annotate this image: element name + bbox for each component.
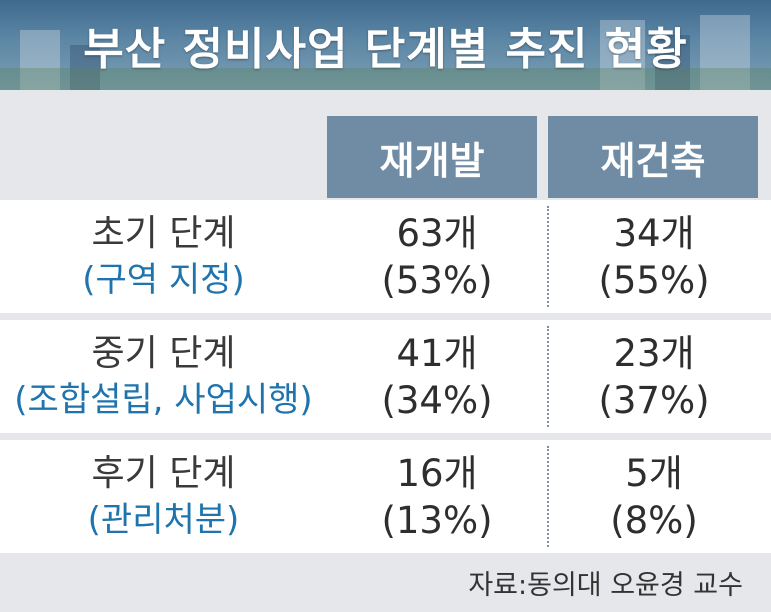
value-cell-reconstruction: 23개 (37%)	[549, 320, 759, 433]
count-value: 34개	[613, 211, 695, 255]
source-note: 자료:동의대 오윤경 교수	[468, 570, 743, 601]
table-row-early: 초기 단계 (구역 지정) 63개 (53%) 34개 (55%)	[0, 200, 771, 313]
stage-label: 중기 단계	[91, 332, 236, 374]
stage-detail: (조합설립, 사업시행)	[14, 379, 313, 420]
count-value: 41개	[396, 331, 478, 375]
percent-value: (55%)	[598, 258, 710, 302]
percent-value: (13%)	[381, 498, 493, 542]
chart-title: 부산 정비사업 단계별 추진 현황	[83, 24, 688, 75]
percent-value: (8%)	[610, 498, 698, 542]
count-value: 23개	[613, 331, 695, 375]
stage-cell: 후기 단계 (관리처분)	[0, 440, 327, 553]
column-header-redevelopment: 재개발	[327, 116, 537, 198]
count-value: 63개	[396, 211, 478, 255]
column-header-reconstruction: 재건축	[548, 116, 758, 198]
column-divider	[547, 326, 549, 427]
stage-cell: 초기 단계 (구역 지정)	[0, 200, 327, 313]
header-banner: 부산 정비사업 단계별 추진 현황	[0, 0, 771, 90]
table-row-late: 후기 단계 (관리처분) 16개 (13%) 5개 (8%)	[0, 440, 771, 553]
percent-value: (53%)	[381, 258, 493, 302]
value-cell-reconstruction: 34개 (55%)	[549, 200, 759, 313]
column-divider	[547, 446, 549, 547]
value-cell-redevelopment: 63개 (53%)	[327, 200, 547, 313]
stage-label: 후기 단계	[91, 452, 236, 494]
value-cell-redevelopment: 41개 (34%)	[327, 320, 547, 433]
column-divider	[547, 206, 549, 307]
percent-value: (37%)	[598, 378, 710, 422]
percent-value: (34%)	[381, 378, 493, 422]
stage-detail: (구역 지정)	[82, 259, 245, 300]
count-value: 16개	[396, 451, 478, 495]
table-row-middle: 중기 단계 (조합설립, 사업시행) 41개 (34%) 23개 (37%)	[0, 320, 771, 433]
stage-detail: (관리처분)	[87, 499, 240, 540]
count-value: 5개	[625, 451, 683, 495]
value-cell-reconstruction: 5개 (8%)	[549, 440, 759, 553]
stage-label: 초기 단계	[91, 212, 236, 254]
value-cell-redevelopment: 16개 (13%)	[327, 440, 547, 553]
stage-cell: 중기 단계 (조합설립, 사업시행)	[0, 320, 327, 433]
